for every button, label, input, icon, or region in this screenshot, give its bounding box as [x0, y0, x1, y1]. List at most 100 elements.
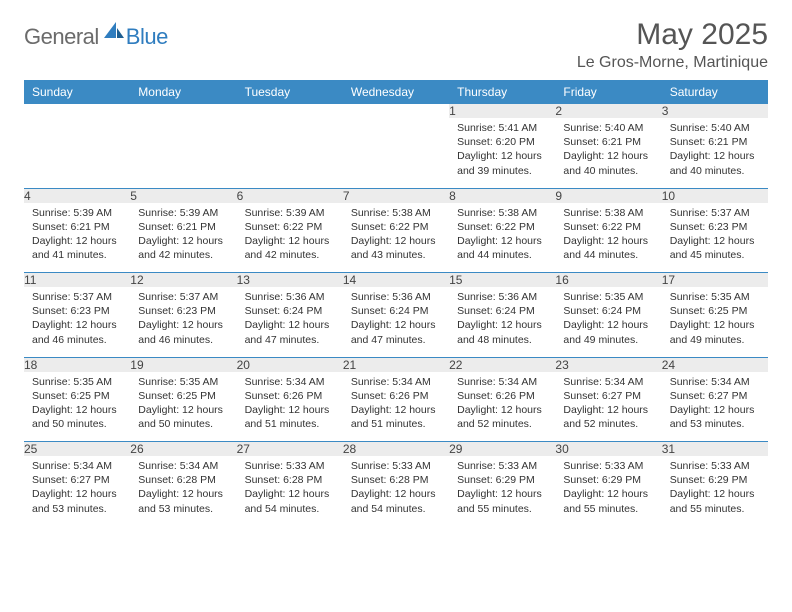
day-content-cell: Sunrise: 5:37 AMSunset: 6:23 PMDaylight:…: [24, 287, 130, 357]
sunrise-line: Sunrise: 5:41 AM: [457, 121, 547, 135]
day-number-cell: [343, 104, 449, 118]
sunrise-line: Sunrise: 5:35 AM: [138, 375, 228, 389]
day-number-cell: 25: [24, 442, 130, 457]
sunset-line: Sunset: 6:24 PM: [457, 304, 547, 318]
sunrise-line: Sunrise: 5:34 AM: [138, 459, 228, 473]
daylight-line: Daylight: 12 hours and 52 minutes.: [457, 403, 547, 431]
day-content-cell: Sunrise: 5:38 AMSunset: 6:22 PMDaylight:…: [449, 203, 555, 273]
day-number-cell: 31: [662, 442, 768, 457]
daylight-line: Daylight: 12 hours and 44 minutes.: [457, 234, 547, 262]
day-content-cell: Sunrise: 5:34 AMSunset: 6:27 PMDaylight:…: [24, 456, 130, 526]
day-content-cell: Sunrise: 5:40 AMSunset: 6:21 PMDaylight:…: [555, 118, 661, 188]
sunrise-line: Sunrise: 5:39 AM: [138, 206, 228, 220]
sunrise-line: Sunrise: 5:40 AM: [563, 121, 653, 135]
day-number-row: 18192021222324: [24, 357, 768, 372]
sunrise-line: Sunrise: 5:34 AM: [457, 375, 547, 389]
daylight-line: Daylight: 12 hours and 45 minutes.: [670, 234, 760, 262]
day-content-cell: Sunrise: 5:35 AMSunset: 6:25 PMDaylight:…: [24, 372, 130, 442]
sunset-line: Sunset: 6:26 PM: [245, 389, 335, 403]
sunset-line: Sunset: 6:24 PM: [351, 304, 441, 318]
daylight-line: Daylight: 12 hours and 50 minutes.: [32, 403, 122, 431]
brand-text-blue: Blue: [126, 24, 168, 50]
daylight-line: Daylight: 12 hours and 42 minutes.: [245, 234, 335, 262]
sunrise-line: Sunrise: 5:37 AM: [670, 206, 760, 220]
daylight-line: Daylight: 12 hours and 52 minutes.: [563, 403, 653, 431]
daylight-line: Daylight: 12 hours and 48 minutes.: [457, 318, 547, 346]
day-number-cell: 13: [237, 273, 343, 288]
day-content-cell: Sunrise: 5:34 AMSunset: 6:26 PMDaylight:…: [449, 372, 555, 442]
day-number-cell: 1: [449, 104, 555, 118]
daylight-line: Daylight: 12 hours and 44 minutes.: [563, 234, 653, 262]
daylight-line: Daylight: 12 hours and 55 minutes.: [670, 487, 760, 515]
day-number-cell: 21: [343, 357, 449, 372]
sunrise-line: Sunrise: 5:34 AM: [670, 375, 760, 389]
day-content-cell: Sunrise: 5:38 AMSunset: 6:22 PMDaylight:…: [343, 203, 449, 273]
day-number-cell: 8: [449, 188, 555, 203]
day-number-cell: 23: [555, 357, 661, 372]
day-content-cell: [343, 118, 449, 188]
sunset-line: Sunset: 6:25 PM: [670, 304, 760, 318]
sunrise-line: Sunrise: 5:33 AM: [245, 459, 335, 473]
sunset-line: Sunset: 6:29 PM: [457, 473, 547, 487]
day-number-row: 25262728293031: [24, 442, 768, 457]
sunset-line: Sunset: 6:24 PM: [245, 304, 335, 318]
day-content-cell: Sunrise: 5:34 AMSunset: 6:26 PMDaylight:…: [237, 372, 343, 442]
day-content-cell: Sunrise: 5:35 AMSunset: 6:24 PMDaylight:…: [555, 287, 661, 357]
sunrise-line: Sunrise: 5:35 AM: [32, 375, 122, 389]
day-content-row: Sunrise: 5:34 AM Sunset: 6:27 PM Daylight:…: [24, 456, 768, 526]
day-number-cell: 27: [237, 442, 343, 457]
daylight-line: Daylight: 12 hours and 49 minutes.: [670, 318, 760, 346]
sunrise-line: Sunrise: 5:40 AM: [670, 121, 760, 135]
day-content-row: Sunrise: 5:37 AMSunset: 6:23 PMDaylight:…: [24, 287, 768, 357]
sunset-line: Sunset: 6:26 PM: [457, 389, 547, 403]
sunset-line: Sunset: 6:25 PM: [138, 389, 228, 403]
day-content-cell: Sunrise: 5:36 AMSunset: 6:24 PMDaylight:…: [237, 287, 343, 357]
sunrise-line: Sunrise: 5:39 AM: [245, 206, 335, 220]
daylight-line: Daylight: 12 hours and 41 minutes.: [32, 234, 122, 262]
day-number-row: 45678910: [24, 188, 768, 203]
day-number-cell: 20: [237, 357, 343, 372]
weekday-header: Thursday: [449, 80, 555, 104]
sunset-line: Sunset: 6:22 PM: [245, 220, 335, 234]
day-number-cell: 28: [343, 442, 449, 457]
sunset-line: Sunset: 6:27 PM: [32, 473, 122, 487]
day-number-cell: 2: [555, 104, 661, 118]
daylight-line: Daylight: 12 hours and 53 minutes.: [138, 487, 228, 515]
day-number-cell: 15: [449, 273, 555, 288]
sunset-line: Sunset: 6:22 PM: [563, 220, 653, 234]
day-number-row: 11121314151617: [24, 273, 768, 288]
day-content-cell: Sunrise: 5:41 AMSunset: 6:20 PMDaylight:…: [449, 118, 555, 188]
day-content-row: Sunrise: 5:39 AMSunset: 6:21 PMDaylight:…: [24, 203, 768, 273]
day-number-cell: 18: [24, 357, 130, 372]
daylight-line: Daylight: 12 hours and 47 minutes.: [245, 318, 335, 346]
sunrise-line: Sunrise: 5:37 AM: [32, 290, 122, 304]
sunset-line: Sunset: 6:28 PM: [245, 473, 335, 487]
sunrise-line: Sunrise: 5:35 AM: [670, 290, 760, 304]
day-number-cell: 17: [662, 273, 768, 288]
sunset-line: Sunset: 6:24 PM: [563, 304, 653, 318]
day-content-cell: Sunrise: 5:35 AMSunset: 6:25 PMDaylight:…: [130, 372, 236, 442]
weekday-header-row: SundayMondayTuesdayWednesdayThursdayFrid…: [24, 80, 768, 104]
day-content-cell: Sunrise: 5:33 AMSunset: 6:28 PMDaylight:…: [343, 456, 449, 526]
day-content-cell: Sunrise: 5:33 AMSunset: 6:29 PMDaylight:…: [662, 456, 768, 526]
sunrise-line: Sunrise: 5:33 AM: [457, 459, 547, 473]
calendar-table: SundayMondayTuesdayWednesdayThursdayFrid…: [24, 80, 768, 526]
day-number-cell: 24: [662, 357, 768, 372]
sunrise-line: Sunrise: 5:36 AM: [245, 290, 335, 304]
sunrise-line: Sunrise: 5:38 AM: [351, 206, 441, 220]
sunset-line: Sunset: 6:27 PM: [563, 389, 653, 403]
day-number-cell: [24, 104, 130, 118]
day-number-cell: 29: [449, 442, 555, 457]
sunset-line: Sunset: 6:21 PM: [138, 220, 228, 234]
weekday-header: Tuesday: [237, 80, 343, 104]
weekday-header: Monday: [130, 80, 236, 104]
sunset-line: Sunset: 6:27 PM: [670, 389, 760, 403]
sunset-line: Sunset: 6:22 PM: [351, 220, 441, 234]
location-subtitle: Le Gros-Morne, Martinique: [577, 54, 768, 72]
sunrise-line: Sunrise: 5:34 AM: [351, 375, 441, 389]
day-content-cell: Sunrise: 5:33 AMSunset: 6:29 PMDaylight:…: [449, 456, 555, 526]
sunset-line: Sunset: 6:21 PM: [563, 135, 653, 149]
day-number-cell: 16: [555, 273, 661, 288]
day-number-cell: 19: [130, 357, 236, 372]
sunset-line: Sunset: 6:25 PM: [32, 389, 122, 403]
